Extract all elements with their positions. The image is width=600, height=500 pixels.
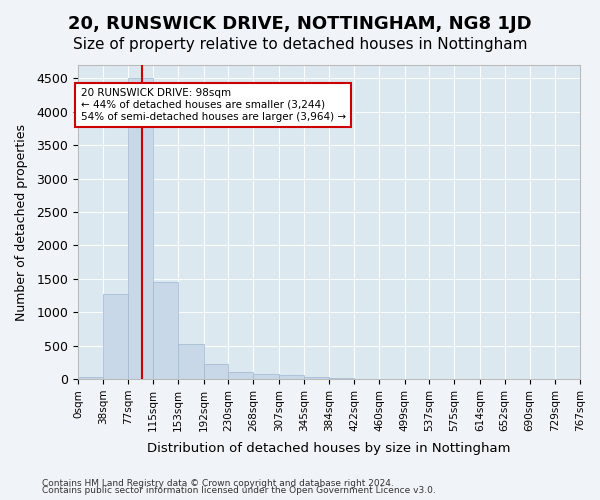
Bar	[203, 364, 229, 379]
Bar	[304, 377, 329, 379]
Bar	[153, 282, 178, 379]
Bar	[178, 344, 203, 379]
Y-axis label: Number of detached properties: Number of detached properties	[15, 124, 28, 320]
Bar	[329, 378, 354, 379]
Text: 20 RUNSWICK DRIVE: 98sqm
← 44% of detached houses are smaller (3,244)
54% of sem: 20 RUNSWICK DRIVE: 98sqm ← 44% of detach…	[80, 88, 346, 122]
Text: Contains HM Land Registry data © Crown copyright and database right 2024.: Contains HM Land Registry data © Crown c…	[42, 478, 394, 488]
Bar	[229, 372, 253, 379]
Bar	[128, 78, 153, 379]
Text: 20, RUNSWICK DRIVE, NOTTINGHAM, NG8 1JD: 20, RUNSWICK DRIVE, NOTTINGHAM, NG8 1JD	[68, 15, 532, 33]
Bar	[279, 376, 304, 379]
Bar	[103, 294, 128, 379]
Bar	[78, 377, 103, 379]
X-axis label: Distribution of detached houses by size in Nottingham: Distribution of detached houses by size …	[147, 442, 511, 455]
Bar	[253, 374, 279, 379]
Text: Size of property relative to detached houses in Nottingham: Size of property relative to detached ho…	[73, 38, 527, 52]
Text: Contains public sector information licensed under the Open Government Licence v3: Contains public sector information licen…	[42, 486, 436, 495]
